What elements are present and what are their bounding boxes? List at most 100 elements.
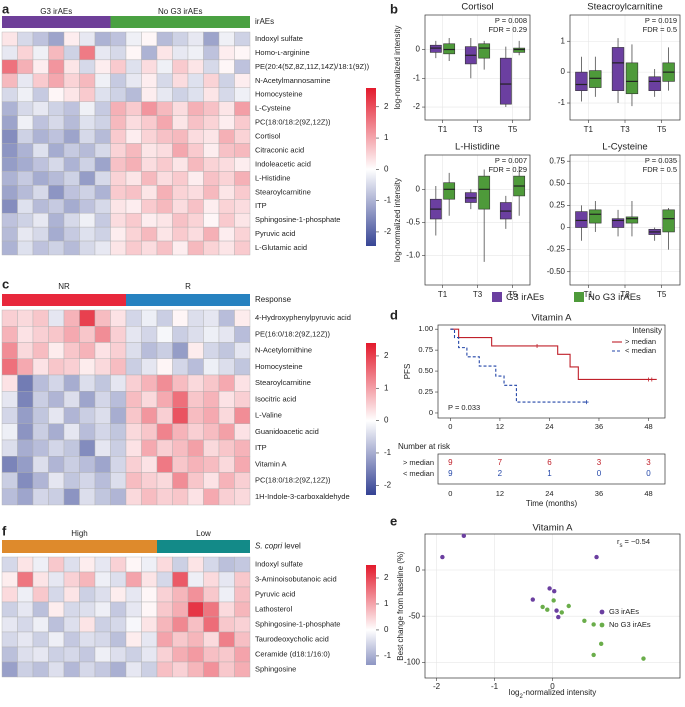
annotation-cell <box>203 16 219 28</box>
heatmap-cell <box>172 171 189 186</box>
colorbar-tick-label: 2 <box>384 102 389 111</box>
heatmap-cell <box>141 226 158 242</box>
heatmap-cell <box>17 601 34 618</box>
heatmap-cell <box>110 129 127 144</box>
heatmap-cell <box>125 185 142 200</box>
heatmap-cell <box>32 661 49 678</box>
heatmap-cell <box>32 407 49 424</box>
heatmap-cell <box>203 391 220 408</box>
heatmap-cell <box>48 407 65 424</box>
heatmap-cell <box>187 439 204 457</box>
heatmap-cell <box>234 240 251 256</box>
heatmap-cell <box>63 45 80 61</box>
legend-swatch <box>492 292 502 302</box>
heatmap-cell <box>63 488 80 506</box>
panel-letter: f <box>2 523 7 538</box>
row-label: Taurodeoxycholic acid <box>255 634 329 643</box>
heatmap-cell <box>203 157 220 172</box>
heatmap-cell <box>156 199 173 214</box>
heatmap-cell <box>141 212 158 228</box>
heatmap-cell <box>79 556 96 573</box>
risk-row-label: < median <box>403 469 434 478</box>
row-label: L-Histidine <box>255 173 290 182</box>
heatmap-cell <box>94 374 111 392</box>
box <box>589 70 602 88</box>
panel-letter: a <box>2 1 10 16</box>
heatmap-cell <box>218 571 235 588</box>
annotation-main: r <box>617 537 620 546</box>
heatmap-cell <box>187 199 204 214</box>
annotation-cell <box>2 540 18 553</box>
annotation: P = 0.033 <box>448 403 480 412</box>
heatmap-cell <box>187 101 204 116</box>
heatmap-cell <box>218 226 235 242</box>
heatmap-cell <box>187 407 204 424</box>
heatmap-cell <box>156 115 173 130</box>
heatmap-cell <box>218 45 235 61</box>
row-label: Indoxyl sulfate <box>255 34 303 43</box>
row-label: L-Valine <box>255 411 282 420</box>
heatmap-cell <box>125 439 142 457</box>
heatmap-cell <box>141 556 158 573</box>
heatmap-cell <box>48 571 65 588</box>
heatmap-cell <box>79 456 96 473</box>
heatmap-cell <box>234 129 251 144</box>
heatmap-cell <box>17 212 34 228</box>
legend-swatch <box>574 292 584 302</box>
heatmap-cell <box>79 326 96 343</box>
plot-frame <box>569 14 681 121</box>
risk-time-label: 24 <box>545 489 553 498</box>
legend-label: G3 irAEs <box>609 607 639 616</box>
heatmap-cell <box>187 423 204 441</box>
heatmap-cell <box>141 342 158 359</box>
heatmap-cell <box>63 101 80 116</box>
heatmap-cell <box>32 616 49 633</box>
heatmap-cell <box>63 423 80 441</box>
heatmap-cell <box>17 472 34 489</box>
heatmap-cell <box>110 87 127 102</box>
heatmap-cell <box>63 143 80 158</box>
heatmap-cell <box>187 571 204 588</box>
heatmap-cell <box>172 358 189 376</box>
heatmap-cell <box>187 456 204 473</box>
heatmap-cell <box>234 115 251 130</box>
heatmap-cell <box>218 185 235 200</box>
x-tick-label: -1 <box>491 682 499 691</box>
heatmap-cell <box>156 45 173 61</box>
y-tick-label: 0.75 <box>418 345 433 354</box>
box <box>611 47 625 91</box>
survival-curve <box>450 328 657 381</box>
heatmap-cell <box>32 129 49 144</box>
heatmap-cell <box>234 488 251 506</box>
heatmap-cell <box>203 226 220 242</box>
annotation: FDR = 0.5 <box>643 25 677 34</box>
annotation-cell <box>110 294 126 306</box>
heatmap-cell <box>172 423 189 441</box>
heatmap-cell <box>1 456 18 473</box>
heatmap-cell <box>125 456 142 473</box>
heatmap-cell <box>32 374 49 392</box>
heatmap-cell <box>110 171 127 186</box>
heatmap-cell <box>32 101 49 116</box>
heatmap-cell <box>110 616 127 633</box>
heatmap-cell <box>79 407 96 424</box>
heatmap-cell <box>141 358 158 376</box>
heatmap-cell <box>203 646 220 663</box>
heatmap-cell <box>94 472 111 489</box>
heatmap-cell <box>172 309 189 327</box>
heatmap-cell <box>79 129 96 144</box>
annotation-cell <box>172 294 188 306</box>
heatmap-cell <box>110 556 127 573</box>
heatmap-cell <box>156 342 173 359</box>
heatmap-cell <box>48 309 65 327</box>
box <box>589 209 602 224</box>
row-label: Vitamin A <box>255 459 287 468</box>
heatmap-cell <box>125 31 142 47</box>
heatmap-cell <box>187 157 204 172</box>
heatmap-cell <box>187 661 204 678</box>
heatmap-cell <box>63 556 80 573</box>
heatmap-cell <box>156 472 173 489</box>
heatmap-cell <box>17 423 34 441</box>
risk-count: 2 <box>498 469 503 478</box>
heatmap-cell <box>187 631 204 648</box>
